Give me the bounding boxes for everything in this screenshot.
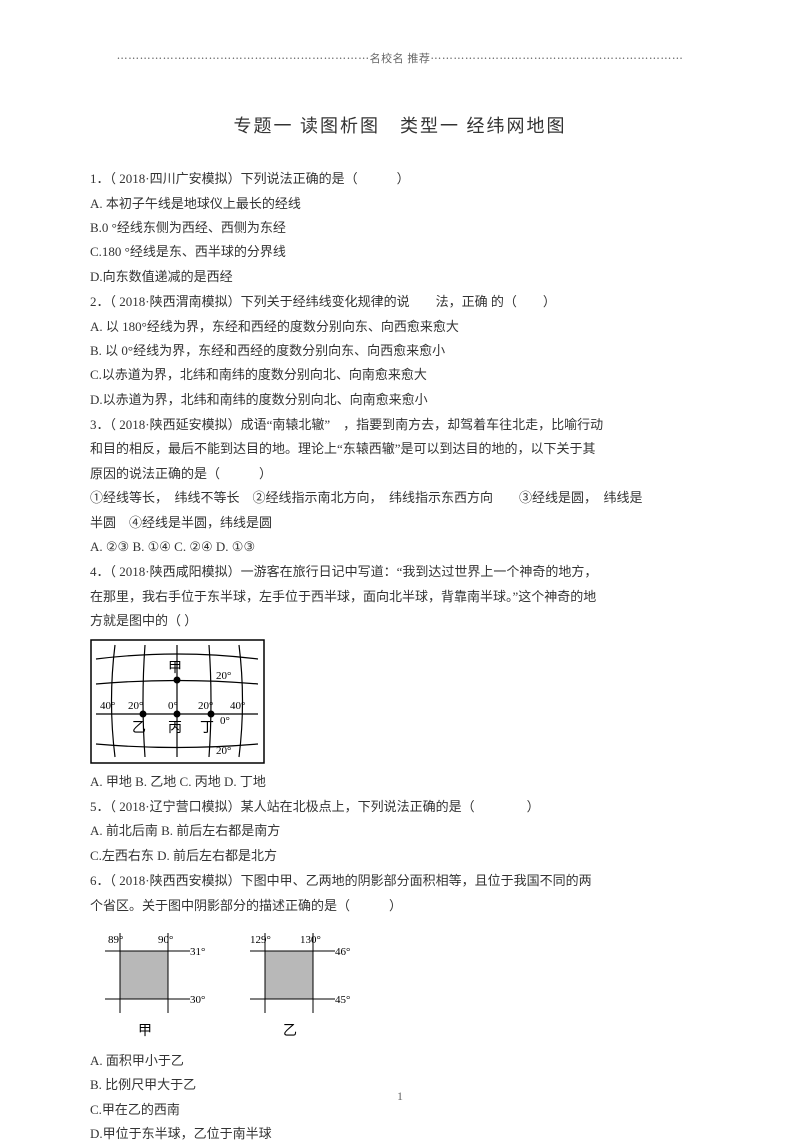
fig2-jia-label: 甲: [138, 1024, 152, 1039]
q1-opt-b: B.0 °经线东侧为西经、西侧为东经: [90, 216, 710, 239]
q1-opt-a: A. 本初子午线是地球仪上最长的经线: [90, 192, 710, 215]
question-1: 1．（ 2018·四川广安模拟）下列说法正确的是（ ） A. 本初子午线是地球仪…: [90, 167, 710, 288]
q3-stem-2: 和目的相反，最后不能到达目的地。理论上“东辕西辙”是可以到达目的地的，以下关于其: [90, 437, 710, 460]
fig2-yi-lat-1: 45°: [335, 994, 350, 1006]
question-5: 5．（ 2018·辽宁营口模拟）某人站在北极点上，下列说法正确的是（ ） A. …: [90, 795, 710, 867]
q5-opt-ab: A. 前北后南 B. 前后左右都是南方: [90, 819, 710, 842]
q4-choices: A. 甲地 B. 乙地 C. 丙地 D. 丁地: [90, 770, 710, 793]
q6-stem-1: 6．（ 2018·陕西西安模拟）下图中甲、乙两地的阴影部分面积相等，且位于我国不…: [90, 869, 710, 892]
fig1-lon-3: 20°: [198, 700, 213, 712]
q2-opt-d: D.以赤道为界，北纬和南纬的度数分别向北、向南愈来愈小: [90, 388, 710, 411]
fig2-jia-lon-0: 89°: [108, 934, 123, 946]
fig2-jia-lon-1: 90°: [158, 934, 173, 946]
header-text: 名校名 推荐: [370, 53, 431, 65]
q1-opt-c: C.180 °经线是东、西半球的分界线: [90, 240, 710, 263]
fig1-lon-4: 40°: [230, 700, 245, 712]
q3-statements-1: ①经线等长， 纬线不等长 ②经线指示南北方向， 纬线指示东西方向 ③经线是圆， …: [90, 486, 710, 509]
fig1-jia: 甲: [168, 661, 182, 676]
fig1-lat-1: 0°: [220, 715, 230, 727]
figure-two-squares: 89° 90° 31° 30° 甲 129° 130° 46° 45° 乙: [90, 923, 710, 1043]
question-4: 4．（ 2018·陕西咸阳模拟）一游客在旅行日记中写道：“我到达过世界上一个神奇…: [90, 560, 710, 632]
fig2-yi-lat-0: 46°: [335, 946, 350, 958]
page-title: 专题一 读图析图 类型一 经纬网地图: [90, 110, 710, 142]
fig2-yi-lon-0: 129°: [250, 934, 271, 946]
question-2: 2．（ 2018·陕西渭南模拟）下列关于经纬线变化规律的说 法，正确 的（ ） …: [90, 290, 710, 411]
figure-globe-grid: 甲 乙 丙 丁 40° 20° 0° 20° 40° 20° 0° 20°: [90, 639, 710, 764]
q3-statements-2: 半圆 ④经线是半圆，纬线是圆: [90, 511, 710, 534]
fig1-bing: 丙: [168, 721, 182, 736]
header-right: ⋯⋯⋯⋯⋯⋯⋯⋯⋯⋯⋯⋯⋯⋯⋯⋯⋯⋯⋯⋯⋯⋯: [430, 53, 683, 65]
page-number: 1: [0, 1086, 800, 1108]
q5-stem: 5．（ 2018·辽宁营口模拟）某人站在北极点上，下列说法正确的是（ ）: [90, 795, 710, 818]
q6-opt-d: D.甲位于东半球，乙位于南半球: [90, 1122, 710, 1145]
q5-opt-cd: C.左西右东 D. 前后左右都是北方: [90, 844, 710, 867]
q4-stem-1: 4．（ 2018·陕西咸阳模拟）一游客在旅行日记中写道：“我到达过世界上一个神奇…: [90, 560, 710, 583]
header-left: ⋯⋯⋯⋯⋯⋯⋯⋯⋯⋯⋯⋯⋯⋯⋯⋯⋯⋯⋯⋯⋯⋯: [117, 53, 370, 65]
q4-stem-2: 在那里，我右手位于东半球，左手位于西半球，面向北半球，背靠南半球。”这个神奇的地: [90, 585, 710, 608]
fig1-lat-0: 20°: [216, 670, 231, 682]
q2-stem: 2．（ 2018·陕西渭南模拟）下列关于经纬线变化规律的说 法，正确 的（ ）: [90, 290, 710, 313]
q1-opt-d: D.向东数值递减的是西经: [90, 265, 710, 288]
q3-choices: A. ②③ B. ①④ C. ②④ D. ①③: [90, 535, 710, 558]
fig1-yi: 乙: [132, 720, 146, 736]
fig2-jia-lat-0: 31°: [190, 946, 205, 958]
q3-stem-1: 3．（ 2018·陕西延安模拟）成语“南辕北辙” ，指要到南方去，却驾着车往北走…: [90, 413, 710, 436]
fig1-ding: 丁: [200, 721, 214, 736]
question-3: 3．（ 2018·陕西延安模拟）成语“南辕北辙” ，指要到南方去，却驾着车往北走…: [90, 413, 710, 558]
fig2-jia-lat-1: 30°: [190, 994, 205, 1006]
q2-opt-b: B. 以 0°经线为界，东经和西经的度数分别向东、向西愈来愈小: [90, 339, 710, 362]
fig1-lat-2: 20°: [216, 745, 231, 757]
fig2-yi-lon-1: 130°: [300, 934, 321, 946]
q2-opt-c: C.以赤道为界，北纬和南纬的度数分别向北、向南愈来愈大: [90, 363, 710, 386]
question-4-choices: A. 甲地 B. 乙地 C. 丙地 D. 丁地: [90, 770, 710, 793]
q1-stem: 1．（ 2018·四川广安模拟）下列说法正确的是（ ）: [90, 167, 710, 190]
q3-stem-3: 原因的说法正确的是（ ）: [90, 462, 710, 485]
fig2-yi-label: 乙: [283, 1023, 297, 1039]
fig1-lon-1: 20°: [128, 700, 143, 712]
header-decoration: ⋯⋯⋯⋯⋯⋯⋯⋯⋯⋯⋯⋯⋯⋯⋯⋯⋯⋯⋯⋯⋯⋯名校名 推荐⋯⋯⋯⋯⋯⋯⋯⋯⋯⋯⋯⋯…: [90, 50, 710, 70]
q2-opt-a: A. 以 180°经线为界，东经和西经的度数分别向东、向西愈来愈大: [90, 315, 710, 338]
fig1-lon-2: 0°: [168, 700, 178, 712]
q4-stem-3: 方就是图中的（ ）: [90, 609, 710, 632]
fig1-lon-0: 40°: [100, 700, 115, 712]
question-6: 6．（ 2018·陕西西安模拟）下图中甲、乙两地的阴影部分面积相等，且位于我国不…: [90, 869, 710, 917]
q6-stem-2: 个省区。关于图中阴影部分的描述正确的是（ ）: [90, 894, 710, 917]
q6-opt-a: A. 面积甲小于乙: [90, 1049, 710, 1072]
